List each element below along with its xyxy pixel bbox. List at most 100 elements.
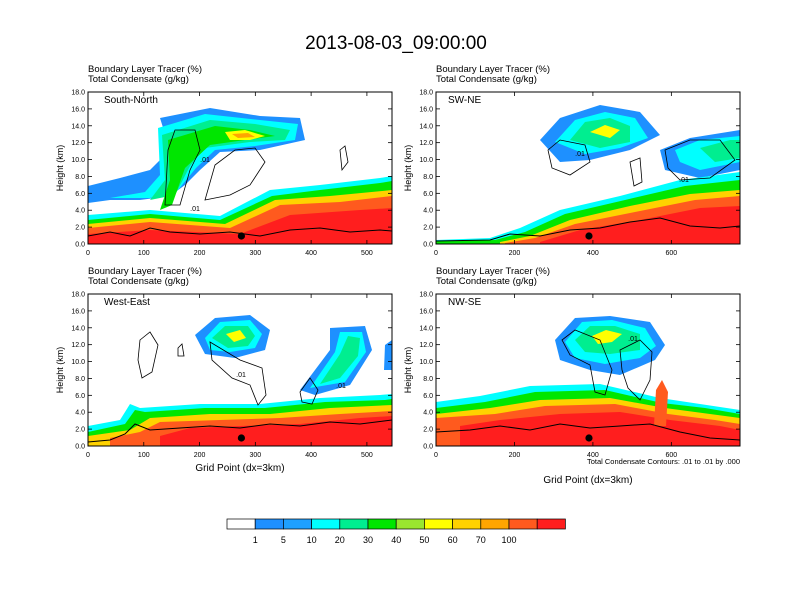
shade-level-4	[226, 330, 246, 342]
y-axis-label: Height (km)	[403, 145, 413, 192]
y-tick-label: 4.0	[423, 410, 433, 417]
y-tick-label: 12.0	[419, 342, 433, 349]
panel-name: West-East	[104, 297, 150, 308]
colorbar-label: 50	[419, 535, 429, 545]
y-tick-label: 0.0	[75, 444, 85, 451]
plot-area: .01	[436, 316, 740, 446]
x-tick-label: 200	[194, 250, 206, 257]
terrain-line	[88, 419, 392, 443]
location-marker	[585, 232, 593, 240]
y-tick-label: 2.0	[75, 225, 85, 232]
panel-label-tracer: Boundary Layer Tracer (%)	[436, 64, 550, 75]
x-tick-label: 0	[86, 250, 90, 257]
y-tick-label: 16.0	[71, 106, 85, 113]
plot-frame	[435, 91, 741, 245]
colorbar-label: 30	[363, 535, 373, 545]
contour-label: .01	[575, 151, 585, 158]
y-tick-label: 12.0	[71, 342, 85, 349]
contour-label: .01	[200, 157, 210, 164]
x-tick-label: 200	[509, 452, 521, 459]
y-tick-label: 4.0	[75, 410, 85, 417]
y-tick-label: 6.0	[423, 393, 433, 400]
y-tick-label: 4.0	[75, 208, 85, 215]
x-tick-label: 0	[434, 452, 438, 459]
y-tick-label: 8.0	[423, 174, 433, 181]
contour-label: .01	[236, 372, 246, 379]
x-tick-label: 400	[587, 250, 599, 257]
shade-level-6	[232, 133, 255, 138]
panel-west-east: Boundary Layer Tracer (%) Total Condensa…	[55, 266, 393, 474]
colorbar-swatch	[367, 518, 397, 530]
colorbar: 1 5 10 20 30 40 50 60 70 100	[226, 518, 566, 545]
colorbar-swatch	[283, 518, 312, 530]
y-tick-label: 16.0	[71, 308, 85, 315]
panel-label-tracer: Boundary Layer Tracer (%)	[88, 64, 202, 75]
y-tick-label: 18.0	[71, 292, 85, 299]
colorbar-swatch	[254, 518, 284, 530]
panel-label-condensate: Total Condensate (g/kg)	[88, 74, 189, 85]
colorbar-swatch	[226, 518, 256, 530]
y-tick-label: 18.0	[419, 90, 433, 97]
y-tick-label: 0.0	[75, 242, 85, 249]
shade-bl-red	[160, 416, 392, 446]
plot-frame	[87, 91, 393, 245]
contour-label: .01	[628, 336, 638, 343]
plot-area: .01 .01	[436, 105, 740, 244]
panel-nw-se: Boundary Layer Tracer (%) Total Condensa…	[403, 266, 741, 486]
panel-label-condensate: Total Condensate (g/kg)	[436, 276, 537, 287]
y-tick-label: 2.0	[423, 427, 433, 434]
y-tick-label: 10.0	[419, 359, 433, 366]
colorbar-swatch	[508, 518, 538, 530]
location-marker	[237, 434, 245, 442]
panel-label-condensate: Total Condensate (g/kg)	[88, 276, 189, 287]
y-axis-label: Height (km)	[55, 145, 65, 192]
panel-label-tracer: Boundary Layer Tracer (%)	[436, 266, 550, 277]
colorbar-label: 100	[501, 535, 516, 545]
shade-bl-red	[460, 412, 740, 446]
y-tick-label: 14.0	[419, 123, 433, 130]
x-tick-label: 500	[361, 250, 373, 257]
y-tick-label: 18.0	[71, 90, 85, 97]
colorbar-swatch	[339, 518, 369, 530]
x-tick-label: 600	[666, 452, 678, 459]
plot-area: .01 .01	[88, 315, 392, 446]
panel-label-tracer: Boundary Layer Tracer (%)	[88, 266, 202, 277]
y-tick-label: 12.0	[419, 140, 433, 147]
x-tick-label: 400	[305, 250, 317, 257]
condensate-contour	[547, 139, 736, 187]
y-tick-label: 12.0	[71, 140, 85, 147]
x-tick-label: 400	[305, 452, 317, 459]
shade-level-4	[592, 330, 622, 344]
x-tick-label: 500	[361, 452, 373, 459]
figure-title: 2013-08-03_09:00:00	[305, 33, 487, 54]
x-tick-label: 400	[587, 452, 599, 459]
y-tick-label: 16.0	[419, 106, 433, 113]
terrain-line	[88, 227, 392, 237]
y-tick-label: 14.0	[71, 325, 85, 332]
panel-south-north: Boundary Layer Tracer (%) Total Condensa…	[55, 64, 393, 257]
y-tick-label: 10.0	[71, 157, 85, 164]
location-marker	[237, 232, 245, 240]
x-tick-label: 200	[194, 452, 206, 459]
colorbar-swatch	[395, 518, 425, 530]
y-tick-label: 8.0	[423, 376, 433, 383]
shade-bl-red	[88, 208, 392, 244]
panel-name: NW-SE	[448, 297, 481, 308]
terrain-line	[436, 217, 740, 242]
y-tick-label: 14.0	[419, 325, 433, 332]
x-axis-label: Grid Point (dx=3km)	[195, 463, 284, 474]
contour-note: Total Condensate Contours: .01 to .01 by…	[587, 457, 740, 466]
y-tick-label: 6.0	[75, 393, 85, 400]
y-tick-label: 0.0	[423, 242, 433, 249]
panel-name: SW-NE	[448, 95, 481, 106]
colorbar-label: 60	[448, 535, 458, 545]
location-marker	[585, 434, 593, 442]
y-tick-label: 6.0	[75, 191, 85, 198]
panel-sw-ne: Boundary Layer Tracer (%) Total Condensa…	[403, 64, 741, 257]
contour-label: .01	[679, 177, 689, 184]
condensate-contour	[561, 329, 653, 401]
plot-frame	[87, 293, 393, 447]
x-tick-label: 300	[249, 250, 261, 257]
y-tick-label: 10.0	[419, 157, 433, 164]
